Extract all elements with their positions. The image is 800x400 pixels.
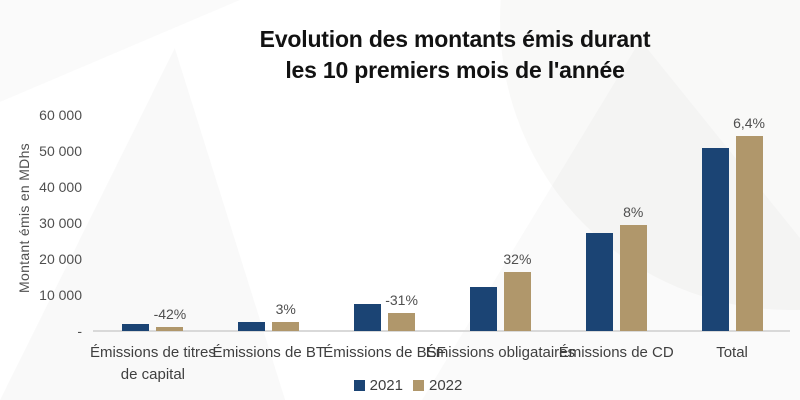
bar-group: 32% Émissions obligataires xyxy=(426,115,575,361)
y-tick-label: 10 000 xyxy=(39,287,82,303)
bar-2022: 6,4% xyxy=(733,115,765,331)
chart-title-line1: Evolution des montants émis durant xyxy=(259,26,651,52)
y-tick-label: 30 000 xyxy=(39,215,82,231)
x-axis-line xyxy=(93,330,790,332)
bar-2021 xyxy=(701,148,729,331)
bar-2022: 8% xyxy=(619,204,647,331)
category-label: Émissions de CD xyxy=(558,344,674,361)
legend-label: 2022 xyxy=(429,377,463,394)
bar-2022: -31% xyxy=(385,292,418,331)
variation-label: 6,4% xyxy=(733,115,766,131)
bar-2021 xyxy=(585,233,613,331)
variation-label: 32% xyxy=(503,251,532,267)
bar-2021 xyxy=(354,304,382,331)
bar-group: 6,4% Total xyxy=(674,115,790,361)
plot-area: -42% Émissions de titres de capital 3% Émis… xyxy=(90,115,790,383)
chart-title: Evolution des montants émis durant les 1… xyxy=(105,24,800,86)
chart-title-line2: les 10 premiers mois de l'année xyxy=(285,57,625,84)
bar-2022: -42% xyxy=(154,306,186,331)
legend-swatch-icon xyxy=(353,380,365,391)
y-tick-label: 60 000 xyxy=(39,107,82,123)
legend-label: 2021 xyxy=(369,377,403,394)
bar-group: -31% Émissions de BSF xyxy=(323,115,446,361)
bar-group: 8% Émissions de CD xyxy=(558,115,674,361)
category-label: Émissions de BSF xyxy=(323,344,446,361)
legend-item-2022: 2022 xyxy=(413,377,462,394)
bar-2021 xyxy=(238,322,266,331)
bar-2021 xyxy=(122,324,150,331)
y-tick-label: 50 000 xyxy=(39,143,82,159)
category-label: Émissions de titres de capital xyxy=(89,344,216,383)
variation-label: -31% xyxy=(385,292,418,308)
bar-2022: 32% xyxy=(503,251,531,331)
legend-item-2021: 2021 xyxy=(353,377,403,394)
bar-2022: 3% xyxy=(272,301,300,331)
bar-group: -42% Émissions de titres de capital xyxy=(90,115,216,383)
category-label: Émissions de BT xyxy=(212,344,325,361)
y-tick-label: 40 000 xyxy=(39,179,82,195)
variation-label: 8% xyxy=(623,204,644,220)
variation-label: -42% xyxy=(153,306,187,322)
legend: 2021 2022 xyxy=(0,377,800,394)
variation-label: 3% xyxy=(275,301,296,317)
bar-2021 xyxy=(469,287,497,331)
bar-group: 3% Émissions de BT xyxy=(211,115,327,361)
y-tick-label: - xyxy=(77,323,82,339)
category-label: Total xyxy=(716,344,748,361)
category-label: Émissions obligataires xyxy=(425,344,575,361)
legend-swatch-icon xyxy=(413,380,424,391)
y-tick-label: 20 000 xyxy=(39,251,82,267)
